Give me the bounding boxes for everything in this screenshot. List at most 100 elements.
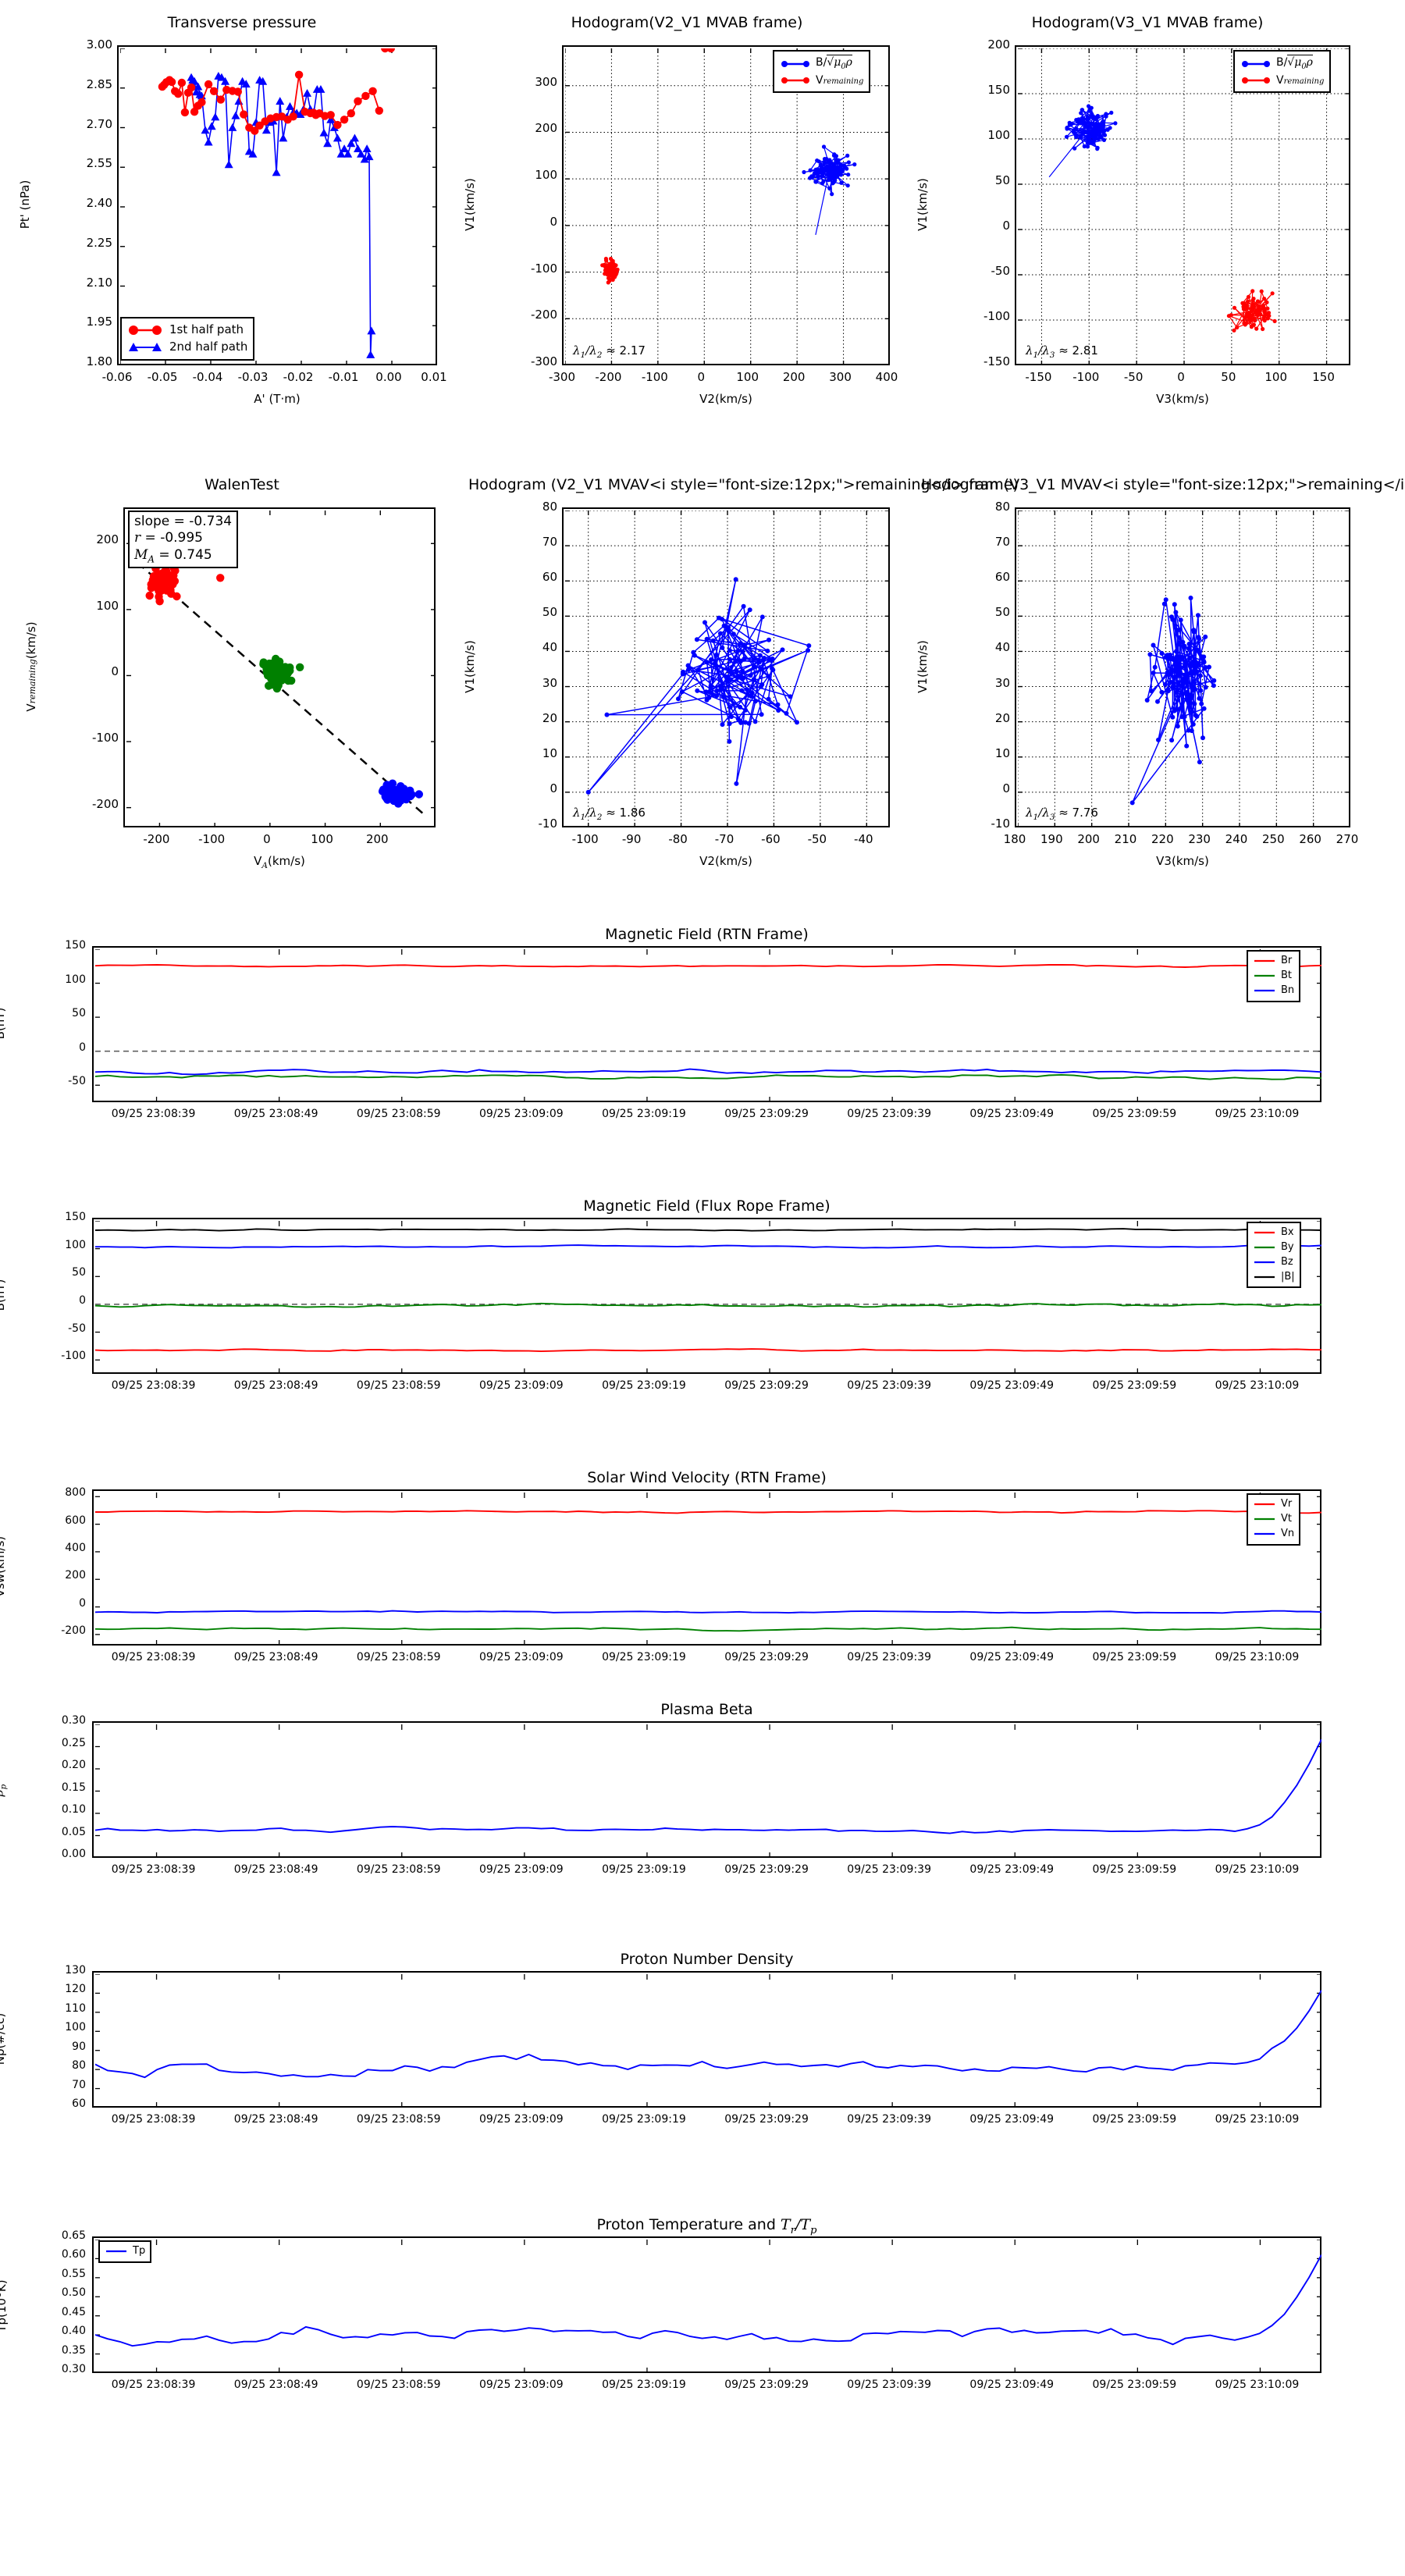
transverse-pressure-panel-ytick: 2.85 (86, 76, 112, 91)
plasma_beta-xtick: 09/25 23:09:19 (602, 1863, 686, 1876)
hodogram-v3v1-mvab-panel-ytick: 50 (994, 173, 1010, 187)
transverse-pressure-panel-xtick: -0.03 (237, 370, 269, 384)
proton_temperature-panel: Proton Temperature and Tr/Tp 0.30 0.35 0.40… (0, 2216, 1405, 2428)
walen-test-panel-ytick: 200 (96, 532, 119, 547)
hodogram-v2v1-mvab-panel-plot-area (562, 45, 890, 365)
hodogram-v3v1-mvav-panel-ytick: 70 (994, 535, 1010, 550)
hodogram-v3v1-mvab-panel-xtick: 0 (1177, 370, 1185, 384)
magnetic_field_rtn-legend: Br Bt Bn (1247, 950, 1301, 1002)
solar_wind_velocity_rtn-ylabel: Vsw(km/s) (0, 1535, 7, 1598)
hodogram-v2v1-mvav-panel-eigenvalue-annotation: λ1/λ2 ≈ 1.86 (573, 806, 646, 822)
line-swatch-icon (105, 2247, 128, 2255)
legend-entry: B/√μ0ρ (1240, 55, 1324, 73)
magnetic_field_fluxrope-xtick: 09/25 23:09:59 (1092, 1379, 1177, 1392)
magnetic_field_fluxrope-ytick: -100 (61, 1350, 86, 1363)
hodogram-v3v1-mvab-panel-xtick: -50 (1123, 370, 1144, 384)
hodogram-v3v1-mvab-panel-ylabel: V1(km/s) (916, 178, 930, 231)
hodogram-v3v1-mvav-panel-xtick: 260 (1299, 832, 1321, 846)
walen-test-panel-ytick: -200 (91, 796, 119, 811)
proton_number_density-xtick: 09/25 23:09:39 (847, 2113, 931, 2126)
plasma_beta-xtick: 09/25 23:09:59 (1092, 1863, 1177, 1876)
proton_temperature-ylabel: Tp(106K) (0, 2279, 9, 2332)
transverse-pressure-panel-ytick: 2.55 (86, 156, 112, 171)
magnetic_field_fluxrope-xtick: 09/25 23:09:49 (969, 1379, 1055, 1392)
legend-entry: 2nd half path (127, 339, 247, 356)
hodogram-v3v1-mvab-panel-ytick: 100 (987, 128, 1010, 142)
hodogram-v2v1-mvav-panel-ytick: 0 (550, 781, 557, 795)
legend-entry: B/√μ0ρ (780, 55, 863, 73)
legend-entry: Br (1253, 954, 1294, 969)
hodogram-v2v1-mvav-panel-xtick: -70 (714, 832, 735, 846)
hodogram-v2v1-mvab-panel-xtick: 0 (697, 370, 706, 384)
line-swatch-icon (1253, 1515, 1276, 1523)
walen-test-panel-xtick: 200 (365, 832, 389, 846)
magnetic_field_rtn-xtick: 09/25 23:08:39 (111, 1108, 196, 1120)
hodogram-v3v1-mvav-panel-ylabel: V1(km/s) (916, 640, 930, 693)
solar_wind_velocity_rtn-ytick: 600 (65, 1514, 86, 1527)
legend-entry: Bn (1253, 984, 1294, 998)
hodogram-v2v1-mvab-panel-xtick: -200 (595, 370, 622, 384)
hodogram-v3v1-mvav-panel-ytick: 0 (1002, 781, 1010, 795)
solar_wind_velocity_rtn-xtick: 09/25 23:09:39 (847, 1651, 931, 1663)
proton_number_density-ylabel: Np(#/cc) (0, 2012, 7, 2065)
legend-label: Tp (133, 2245, 146, 2257)
legend-label: |B| (1281, 1270, 1295, 1283)
proton_temperature-ytick: 0.50 (61, 2286, 86, 2300)
hodogram-v2v1-mvav-panel: Hodogram (V2_V1 MVAV<i style="font-size:… (463, 476, 1019, 882)
magnetic_field_rtn-ytick: 50 (72, 1007, 86, 1020)
hodogram-v3v1-mvab-panel-ytick: 150 (987, 83, 1010, 97)
plasma_beta-xtick: 09/25 23:08:39 (111, 1863, 196, 1876)
magnetic_field_fluxrope-ytick: 50 (72, 1266, 86, 1279)
magnetic_field_rtn-xtick: 09/25 23:09:59 (1092, 1108, 1177, 1120)
hodogram-v3v1-mvav-panel-ytick: 50 (994, 605, 1010, 620)
hodogram-v2v1-mvav-panel-xtick: -40 (854, 832, 873, 846)
hodogram-v3v1-mvab-panel-xtick: 50 (1221, 370, 1236, 384)
hodogram-v2v1-mvab-panel-ytick: -100 (530, 261, 557, 276)
magnetic_field_fluxrope-plot-area (92, 1218, 1321, 1374)
magnetic_field_fluxrope-xtick: 09/25 23:10:09 (1215, 1379, 1300, 1392)
legend-label: Bt (1281, 969, 1293, 981)
solar_wind_velocity_rtn-plot-area (92, 1489, 1321, 1646)
legend-entry: Vremaining (1240, 73, 1324, 88)
hodogram-v2v1-mvab-panel-title: Hodogram(V2_V1 MVAB frame) (571, 14, 803, 31)
hodogram-v3v1-mvab-panel-ytick: -50 (991, 264, 1011, 278)
proton_temperature-xtick: 09/25 23:09:29 (724, 2379, 809, 2391)
magnetic_field_rtn-ytick: 0 (79, 1041, 86, 1054)
magnetic_field_fluxrope-xtick: 09/25 23:08:59 (356, 1379, 441, 1392)
hodogram-v3v1-mvav-panel-xtick: 180 (1003, 832, 1026, 846)
hodogram-v2v1-mvab-panel-ytick: -300 (530, 354, 557, 368)
hodogram-v2v1-mvab-panel-ytick: 0 (550, 214, 557, 229)
hodogram-v3v1-mvab-panel-ytick: 0 (1002, 219, 1010, 233)
proton_temperature-plot-area (92, 2236, 1321, 2373)
transverse-pressure-panel-xtick: -0.06 (101, 370, 133, 384)
hodogram-v2v1-mvav-panel-plot-area (562, 507, 890, 827)
proton_number_density-ytick: 110 (65, 2001, 86, 2015)
magnetic_field_fluxrope-xtick: 09/25 23:09:19 (602, 1379, 686, 1392)
transverse-pressure-panel-ytick: 2.40 (86, 196, 112, 210)
line-swatch-icon (1253, 1530, 1276, 1538)
hodogram-v3v1-mvav-panel-eigenvalue-annotation: λ1/λ3 ≈ 7.76 (1026, 806, 1098, 822)
hodogram-v3v1-mvab-panel-xtick: 150 (1312, 370, 1335, 384)
legend-entry: Vr (1253, 1497, 1294, 1512)
legend-entry: Bt (1253, 969, 1294, 984)
legend-entry: Bx (1253, 1226, 1295, 1240)
solar_wind_velocity_rtn-xtick: 09/25 23:08:39 (111, 1651, 196, 1663)
hodogram-v3v1-mvav-panel-xtick: 250 (1262, 832, 1285, 846)
proton_temperature-xtick: 09/25 23:09:49 (969, 2379, 1055, 2391)
transverse-pressure-panel-xtick: 0.01 (421, 370, 447, 384)
hodogram-v3v1-mvav-panel-ytick: 30 (994, 675, 1010, 690)
magnetic_field_rtn-ytick: -50 (68, 1075, 86, 1088)
magnetic_field_rtn-ytick: 150 (65, 939, 86, 952)
hodogram-v3v1-mvab-panel-xlabel: V3(km/s) (1156, 392, 1209, 406)
hodogram-v3v1-mvav-panel-ytick: 10 (994, 745, 1010, 760)
solar_wind_velocity_rtn-xtick: 09/25 23:09:49 (969, 1651, 1055, 1663)
proton_temperature-xtick: 09/25 23:09:59 (1092, 2379, 1177, 2391)
hodogram-v2v1-mvav-panel-ytick: 20 (542, 710, 557, 725)
plasma_beta-xtick: 09/25 23:09:39 (847, 1863, 931, 1876)
hodogram-v3v1-mvav-panel-xtick: 230 (1188, 832, 1211, 846)
magnetic_field_fluxrope-panel: Magnetic Field (Flux Rope Frame) -100 -50 0… (0, 1197, 1405, 1429)
proton_temperature-xtick: 09/25 23:08:49 (233, 2379, 318, 2391)
proton_number_density-xtick: 09/25 23:10:09 (1215, 2113, 1300, 2126)
hodogram-v3v1-mvav-panel: Hodogram (V3_V1 MVAV<i style="font-size:… (916, 476, 1405, 882)
solar_wind_velocity_rtn-legend: Vr Vt Vn (1247, 1493, 1301, 1546)
